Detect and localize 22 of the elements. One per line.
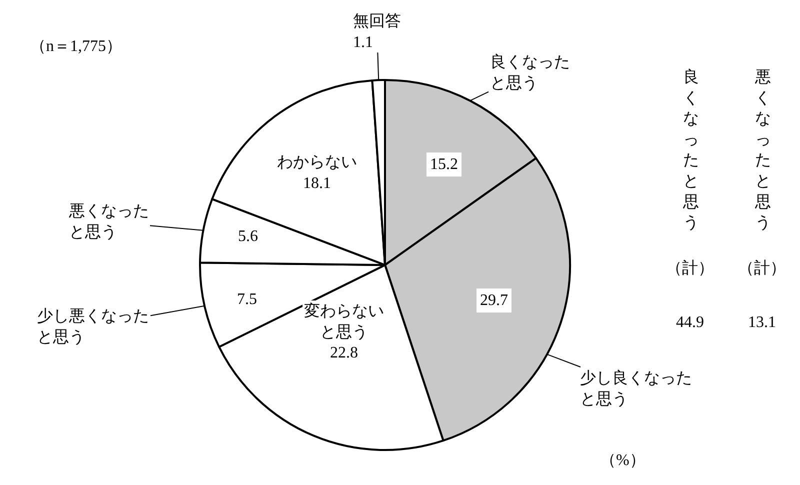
slice-label: 少し良くなったと思う [580,369,692,408]
text: 悪くなったと思う [754,69,771,232]
text: （計） [666,259,714,277]
text: 良くなったと思う [682,68,699,232]
text: （n＝1,775） [30,38,122,55]
data-label: 7.5 [237,291,257,308]
data-label: 5.6 [238,228,258,245]
slice-label: わからない [277,154,357,171]
data-label: 22.8 [330,344,358,362]
text: 44.9 [676,314,704,331]
slice-label: 変わらないと思う [304,302,384,341]
slice-label: 無回答 [353,13,401,30]
data-label: 29.7 [480,292,508,309]
text: （計） [738,259,786,277]
slice-label: 良くなったと思う [490,53,570,92]
text: （%） [600,452,646,469]
slice-label: 悪くなったと思う [68,203,149,241]
data-label: 15.2 [430,156,458,173]
slice-label: 少し悪くなったと思う [37,307,149,346]
data-label: 18.1 [303,174,331,192]
data-label: 1.1 [353,34,373,51]
text: 13.1 [748,314,776,331]
